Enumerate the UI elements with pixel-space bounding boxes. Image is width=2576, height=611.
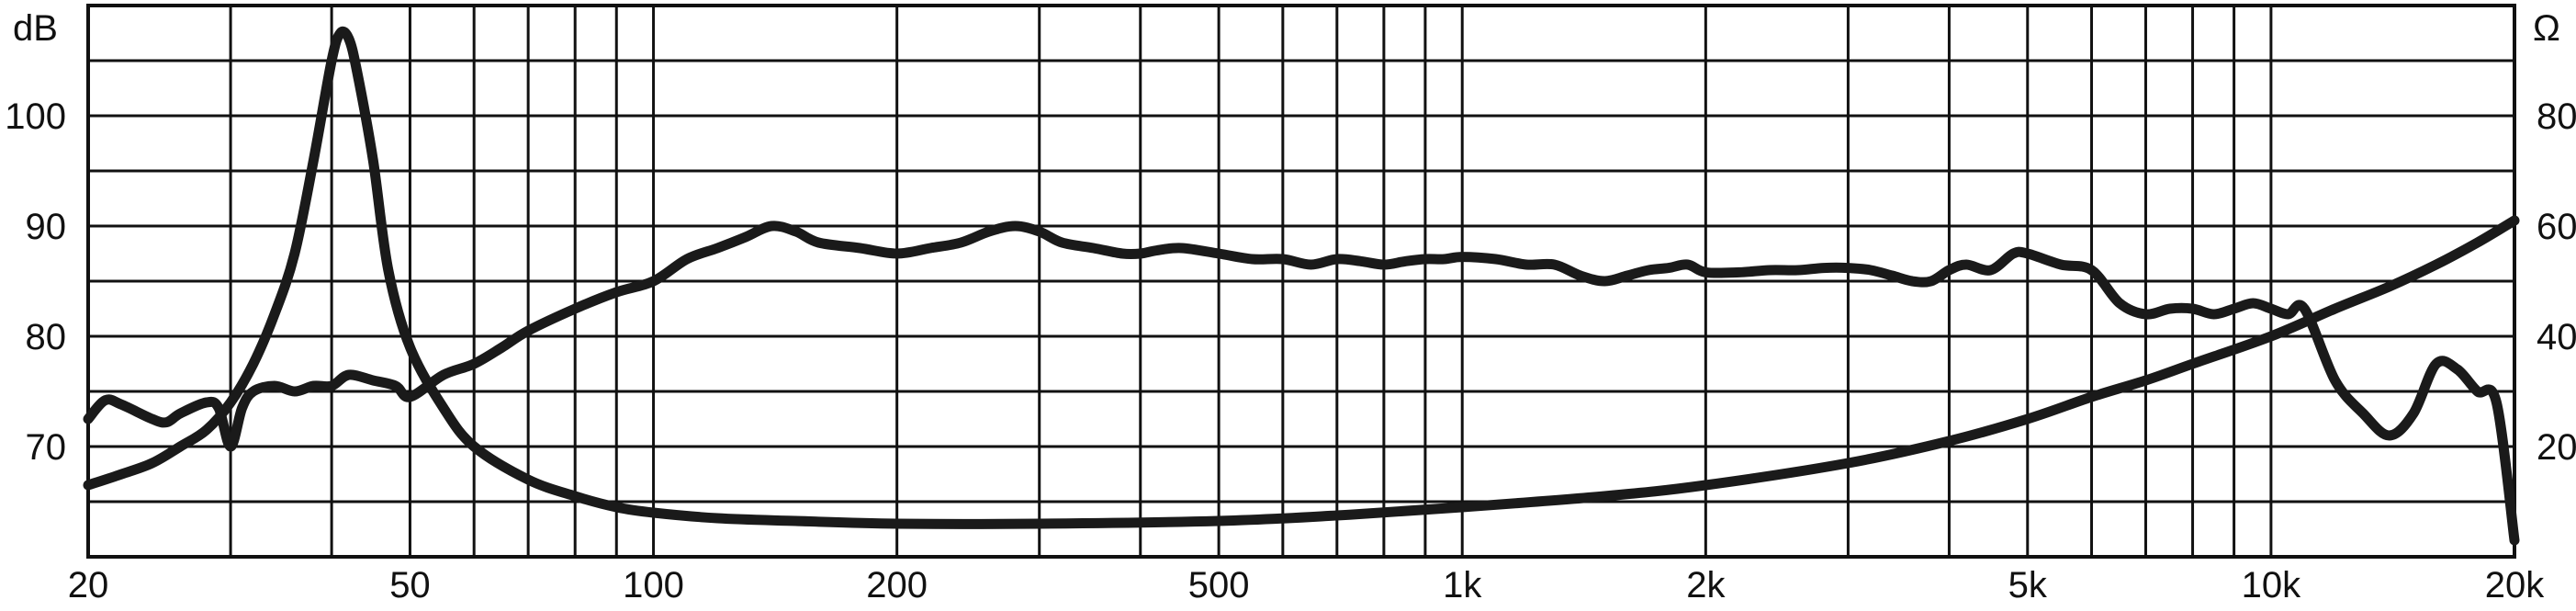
y-right-tick-label: 20 — [2537, 427, 2576, 468]
y-right-unit-label: Ω — [2533, 8, 2560, 49]
y-right-tick-label: 80 — [2537, 96, 2576, 137]
x-tick-label: 100 — [623, 565, 684, 605]
grid — [86, 4, 2516, 559]
axis-labels: 20 50 100 200 500 1k 2k 5k 10k 20k 70 80 90 100 20 40 60… — [5, 8, 2576, 605]
x-tick-label: 500 — [1188, 565, 1250, 605]
y-left-tick-label: 70 — [26, 427, 67, 468]
x-tick-label: 20 — [68, 565, 109, 605]
x-tick-label: 200 — [866, 565, 928, 605]
x-tick-label: 5k — [2008, 565, 2048, 605]
y-right-tick-label: 40 — [2537, 317, 2576, 357]
y-left-unit-label: dB — [13, 8, 58, 49]
x-tick-label: 20k — [2485, 565, 2545, 605]
spl-curve — [83, 221, 2520, 546]
plot-frame — [86, 4, 2516, 559]
y-left-tick-label: 90 — [26, 207, 67, 247]
y-right-tick-label: 60 — [2537, 207, 2576, 247]
x-tick-label: 50 — [389, 565, 431, 605]
x-tick-label: 1k — [1443, 565, 1482, 605]
x-tick-label: 2k — [1686, 565, 1726, 605]
curves — [83, 26, 2520, 546]
y-left-tick-label: 80 — [26, 317, 67, 357]
x-tick-label: 10k — [2242, 565, 2301, 605]
y-left-tick-label: 100 — [5, 96, 66, 137]
impedance-curve — [83, 26, 2520, 529]
